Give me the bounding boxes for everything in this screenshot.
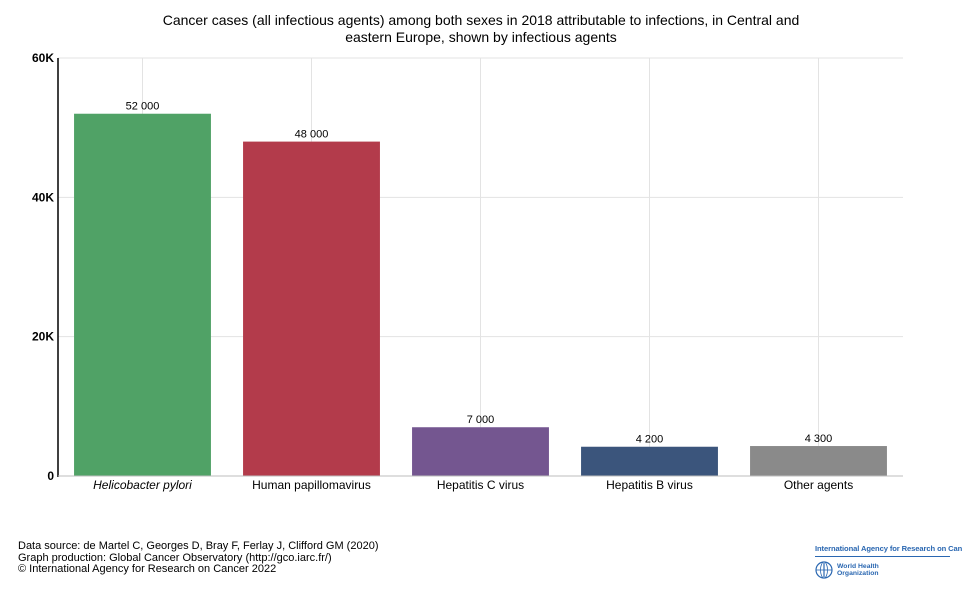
y-tick-label: 60K [32,51,54,65]
who-emblem-icon [815,561,833,579]
source-line-production: Graph production: Global Cancer Observat… [18,551,332,564]
bar-chart: 0 20K 40K 60K 52 000 Helicobacter pylori 48 00… [32,51,903,492]
x-tick-label: Human papillomavirus [252,478,371,492]
value-label: 4 200 [636,434,664,446]
source-line-data: Data source: de Martel C, Georges D, Bra… [18,540,379,552]
bar-human-papillomavirus [243,141,380,476]
who-text-line-2: Organization [837,570,879,577]
bar-hepatitis-c-virus [412,427,549,476]
x-tick-label: Hepatitis C virus [437,478,524,492]
x-tick-label: Hepatitis B virus [606,478,693,492]
iarc-logo-text: International Agency for Research on Can… [815,544,962,553]
bar-other-agents [750,446,887,476]
value-label: 7 000 [467,414,495,426]
chart-title-line-1: Cancer cases (all infectious agents) amo… [162,12,800,28]
labels: 0 20K 40K 60K 52 000 Helicobacter pylori 48 00… [32,51,853,492]
x-tick-label: Helicobacter pylori [93,478,192,492]
chart-title: Cancer cases (all infectious agents) amo… [120,12,842,46]
chart-title-line-2: eastern Europe, shown by infectious agen… [345,29,617,45]
axes [57,58,903,477]
bar-helicobacter-pylori [74,113,211,476]
x-tick-label: Other agents [784,478,853,492]
bar-hepatitis-b-virus [581,446,718,476]
source-notes: Data source: de Martel C, Georges D, Bra… [18,540,379,576]
value-label: 48 000 [295,129,329,141]
y-tick-label: 0 [47,469,54,483]
who-logo: World Health Organization [815,561,955,579]
bars [74,113,887,476]
value-label: 4 300 [805,433,833,445]
y-tick-label: 20K [32,330,54,344]
y-tick-label: 40K [32,190,54,204]
who-text-line-1: World Health [837,562,879,570]
value-label: 52 000 [126,101,160,113]
source-line-copyright: © International Agency for Research on C… [18,563,277,575]
iarc-divider [815,556,950,557]
logos: International Agency for Research on Can… [815,544,962,579]
